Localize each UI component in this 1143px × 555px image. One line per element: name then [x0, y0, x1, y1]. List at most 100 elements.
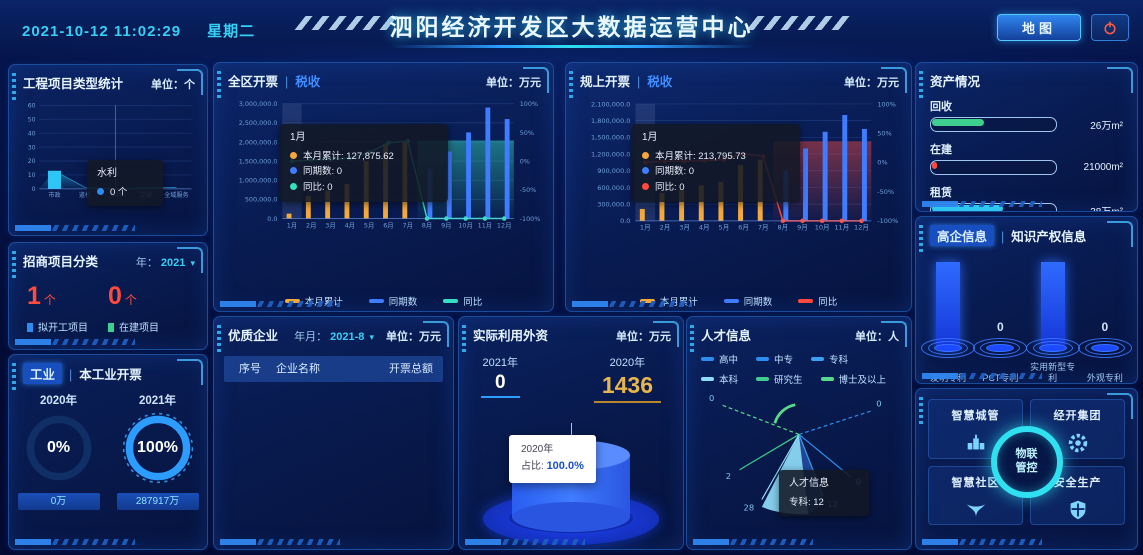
svg-text:市政: 市政 [48, 191, 60, 199]
gauge-year: 2020年 [39, 395, 78, 407]
asset-value: 21000m² [1083, 162, 1123, 173]
svg-text:2,100,000.0: 2,100,000.0 [591, 100, 630, 108]
svg-text:4月: 4月 [345, 221, 355, 229]
building-icon [967, 434, 984, 450]
svg-text:0: 0 [32, 186, 36, 193]
svg-text:1,500,000.0: 1,500,000.0 [239, 157, 278, 165]
svg-text:12月: 12月 [854, 224, 869, 232]
panel-unit: 单位：万元 [386, 331, 441, 343]
page-title: 泗阳经济开发区大数据运营中心 [390, 8, 754, 48]
patent-column: 发明专利 [921, 252, 976, 383]
gauge-2021: 2021年 100% 287917万 [115, 392, 201, 510]
platform-smart-community[interactable]: 智慧社区 [928, 465, 1023, 525]
asset-row: 回收 26万m² [930, 101, 1123, 132]
chevron-down-icon: ▾ [190, 258, 195, 268]
map-button[interactable]: 地图 [997, 14, 1081, 41]
panel-tag: 工业 [23, 363, 63, 384]
legend-item[interactable]: 博士及以上 [820, 372, 886, 386]
svg-text:7月: 7月 [402, 221, 412, 229]
gauge-group: 2020年 0% 0万 2021年 100% 287917万 [9, 386, 207, 510]
svg-text:1,000,000.0: 1,000,000.0 [239, 177, 278, 185]
legend-item[interactable]: 研究生 [756, 372, 803, 386]
svg-text:1,800,000.0: 1,800,000.0 [591, 117, 630, 125]
project-type-chart: 0102030405060市政道桥水利交通全域服务 水利0 个 [9, 94, 207, 211]
enterprise-table: 序号 企业名称 开票总额 [224, 356, 443, 382]
panel-title: 实际利用外资 [473, 329, 549, 343]
svg-text:9月: 9月 [797, 224, 808, 232]
legend-item[interactable]: 同比 [443, 294, 482, 308]
legend-item[interactable]: 同期数 [368, 294, 417, 308]
legend-item[interactable]: 专科 [811, 352, 848, 366]
svg-text:0: 0 [876, 399, 881, 409]
svg-text:50%: 50% [520, 129, 534, 137]
patent-chart: 发明专利0PCT专利实用新型专利0外观专利 [916, 248, 1137, 383]
svg-text:全域服务: 全域服务 [164, 191, 188, 199]
platform-safety[interactable]: 安全生产 [1030, 465, 1125, 525]
stat-label: 拟开工项目 [27, 319, 108, 334]
svg-text:-100%: -100% [877, 217, 898, 225]
patent-column: 0 外观专利 [1077, 252, 1132, 383]
svg-text:6月: 6月 [738, 224, 749, 232]
patent-column: 0PCT专利 [973, 252, 1028, 383]
svg-text:1,500,000.0: 1,500,000.0 [591, 134, 630, 142]
period-select[interactable]: 年月： 2021-8 ▾ [294, 331, 374, 343]
chart-tooltip: 1月 本月累计: 127,875.62 同期数: 0 同比: 0 [280, 124, 448, 202]
asset-row: 在建 21000m² [930, 144, 1123, 175]
svg-text:3月: 3月 [679, 224, 690, 232]
svg-text:500,000.0: 500,000.0 [245, 196, 278, 204]
svg-text:0.0: 0.0 [620, 217, 630, 225]
svg-text:28: 28 [744, 503, 755, 513]
power-button[interactable] [1091, 14, 1129, 41]
gauge-ring-svg [122, 412, 193, 484]
gauge-ring-svg [26, 415, 91, 481]
svg-text:7月: 7月 [758, 224, 769, 232]
panel-subtitle: 税收 [295, 75, 321, 89]
platform-hub[interactable]: 物联 管控 [990, 426, 1063, 498]
svg-text:300,000.0: 300,000.0 [597, 201, 630, 209]
svg-text:3月: 3月 [325, 221, 335, 229]
svg-text:3,000,000.0: 3,000,000.0 [239, 100, 278, 108]
platform-dev-group[interactable]: 经开集团 [1030, 399, 1125, 459]
year-select[interactable]: 年： 2021 ▾ [135, 257, 195, 269]
panel-foreign-capital: 实际利用外资 单位：万元 2021年 0 2020年 1436 2020年 占比… [458, 316, 684, 550]
panel-title: 工程项目类型统计 [23, 77, 124, 91]
panel-unit: 单位：个 [151, 79, 195, 91]
legend-item[interactable]: 本科 [701, 372, 738, 386]
svg-text:9月: 9月 [441, 221, 451, 229]
cylinder-chart: 2020年 占比: 100.0% [459, 409, 683, 547]
panel-tag: 高企信息 [930, 225, 995, 246]
scale-invoice-chart: 0.0 300,000.0 600,000.0 900,000.0 1,200,000.… [566, 92, 911, 310]
svg-text:2月: 2月 [660, 224, 671, 232]
gear-icon [1068, 433, 1087, 453]
chart-tooltip: 人才信息 专科: 12 [779, 470, 869, 517]
svg-text:10月: 10月 [458, 221, 473, 229]
datetime-block: 2021-10-12 11:02:29 星期二 [22, 20, 281, 41]
bird-icon [966, 503, 985, 516]
panel-title: 招商项目分类 [23, 255, 99, 269]
svg-text:11月: 11月 [478, 221, 493, 229]
svg-text:2,500,000.0: 2,500,000.0 [239, 119, 278, 127]
chart-tooltip: 水利 0 个 [87, 160, 163, 207]
legend-item[interactable]: 高中 [701, 352, 738, 366]
legend-item[interactable]: 同期数 [723, 294, 772, 308]
datetime: 2021-10-12 11:02:29 [22, 23, 182, 40]
svg-text:0%: 0% [877, 159, 887, 167]
svg-text:100%: 100% [520, 100, 538, 108]
panel-scale-invoice: 规上开票 | 税收 单位：万元 0.0 300,000.0 600,000.0 900… [565, 62, 912, 312]
legend-item[interactable]: 中专 [756, 352, 793, 366]
svg-text:1,200,000.0: 1,200,000.0 [591, 150, 630, 158]
svg-text:0.0: 0.0 [267, 215, 277, 223]
shield-icon [1070, 500, 1085, 519]
panel-quality-enterprises: 优质企业 年月： 2021-8 ▾ 单位：万元 序号 企业名称 开票总额 [213, 316, 454, 550]
legend-item[interactable]: 同比 [798, 294, 837, 308]
svg-text:-50%: -50% [520, 186, 537, 194]
svg-text:10月: 10月 [815, 224, 830, 232]
panel-unit: 单位：人 [855, 331, 899, 343]
panel-title: 规上开票 [580, 75, 631, 89]
svg-text:10: 10 [28, 172, 36, 179]
